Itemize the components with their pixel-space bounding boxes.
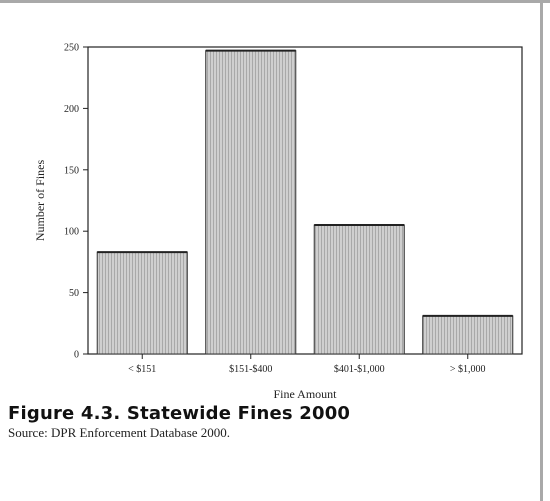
y-tick-label: 150 — [64, 165, 79, 176]
x-tick-label: $401-$1,000 — [334, 364, 385, 375]
figure-caption: Figure 4.3. Statewide Fines 2000 Source:… — [8, 403, 538, 441]
y-tick-label: 0 — [74, 350, 79, 361]
y-tick-label: 200 — [64, 104, 79, 115]
x-axis-title: Fine Amount — [273, 387, 337, 400]
figure-title: Figure 4.3. Statewide Fines 2000 — [8, 403, 351, 424]
y-tick-label: 100 — [64, 227, 79, 238]
y-tick-label: 250 — [64, 43, 79, 54]
figure-source: Source: DPR Enforcement Database 2000. — [8, 425, 231, 440]
x-tick-label: > $1,000 — [450, 364, 486, 375]
y-axis-title: Number of Fines — [33, 160, 47, 242]
bar — [96, 251, 188, 355]
bar — [313, 224, 405, 355]
x-tick-label: $151-$400 — [229, 364, 272, 375]
bar — [422, 315, 514, 355]
frame-top-border — [0, 0, 550, 3]
bar — [205, 50, 297, 355]
bar-chart: 0 50 100 150 200 250 < $151 $151-$400 $401-$1,00… — [33, 43, 523, 400]
x-tick-label: < $151 — [128, 364, 156, 375]
y-tick-label: 50 — [69, 288, 79, 299]
plot-frame — [87, 46, 523, 355]
